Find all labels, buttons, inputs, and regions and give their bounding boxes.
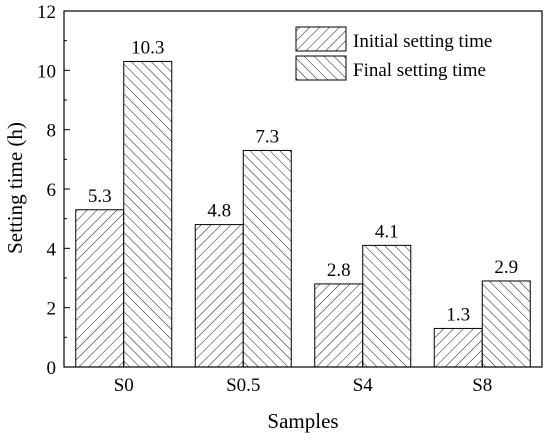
y-tick-label-6: 6 [47,180,57,201]
bar-final-2 [242,149,292,368]
bar-initial-4 [433,327,483,368]
x-tick-label-4: S8 [472,375,492,396]
data-label-initial-1: 5.3 [88,186,112,207]
data-label-initial-4: 1.3 [446,304,470,325]
legend-label-final: Final setting time [353,60,486,81]
legend: Initial setting time Final setting time [295,26,492,81]
y-tick-label-12: 12 [37,2,56,23]
bar-final-3 [362,244,412,368]
legend-swatch-initial [295,26,347,52]
plot-frame [63,10,543,368]
y-tick-label-8: 8 [47,121,57,142]
data-label-final-2: 7.3 [255,126,279,147]
x-tick-label-2: S0.5 [226,375,260,396]
x-tick-label-1: S0 [114,375,134,396]
x-tick-label-3: S4 [353,375,374,396]
data-label-initial-3: 2.8 [327,260,351,281]
data-label-final-3: 4.1 [375,221,399,242]
bar-initial-1 [75,209,125,368]
data-label-final-1: 10.3 [131,37,164,58]
x-axis-title: Samples [267,409,338,433]
data-label-initial-2: 4.8 [207,201,231,222]
y-axis-title: Setting time (h) [3,122,27,254]
y-tick-label-4: 4 [47,239,57,260]
legend-swatch-final [295,55,347,81]
legend-label-initial: Initial setting time [353,31,492,52]
y-tick-label-2: 2 [47,299,57,320]
bar-final-4 [481,280,531,368]
bar-initial-2 [194,224,244,368]
y-tick-label-10: 10 [37,61,56,82]
data-label-final-4: 2.9 [494,257,518,278]
bar-initial-3 [314,283,364,368]
bar-final-1 [123,60,173,368]
y-tick-label-0: 0 [47,358,57,379]
